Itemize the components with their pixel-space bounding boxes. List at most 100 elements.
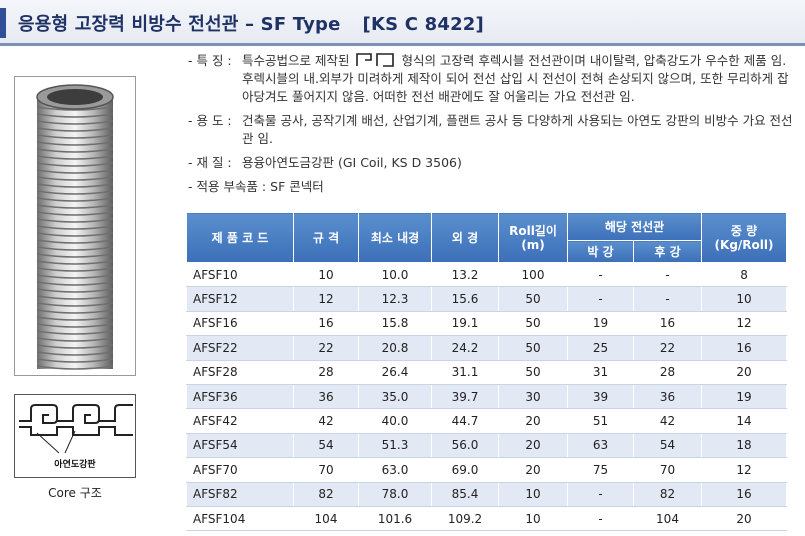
- conduit-rib: [36, 218, 114, 223]
- cell-min-id: 10.0: [358, 262, 432, 288]
- conduit-rib: [36, 106, 114, 111]
- conduit-rib: [36, 365, 114, 370]
- conduit-rib: [36, 225, 114, 230]
- col-roll-length: Roll길이 (m): [498, 212, 568, 263]
- feature-label: - 특 징 :: [188, 53, 232, 68]
- cell-weight: 19: [701, 384, 788, 410]
- cell-product-code: AFSF104: [186, 506, 294, 532]
- conduit-rib: [36, 344, 114, 349]
- cell-product-code: AFSF28: [186, 360, 294, 385]
- spec-table-body: AFSF10 10 10.0 13.2 100- -8 AFSF12 12 12.3 15.6 50…: [186, 262, 788, 532]
- conduit-rib: [36, 267, 114, 272]
- cell-od: 56.0: [431, 433, 499, 459]
- conduit-rib: [36, 288, 114, 293]
- cell-weight: 16: [701, 482, 788, 507]
- conduit-rib: [36, 232, 114, 237]
- conduit-rib: [36, 190, 114, 195]
- cell-weight: 20: [701, 506, 788, 532]
- conduit-rib: [36, 330, 114, 335]
- spec-material: - 재 질 : 용융아연도금강판 (GI Coil, KS D 3506): [188, 154, 793, 172]
- title-bar: 응용형 고장력 비방수 전선관 – SF Type [KS C 8422]: [0, 0, 805, 46]
- cell-thin: 75: [567, 457, 634, 483]
- conduit-rib: [36, 148, 114, 153]
- cell-size: 70: [293, 457, 359, 483]
- conduit-rib: [36, 134, 114, 139]
- cell-size: 22: [293, 335, 359, 361]
- cell-product-code: AFSF82: [186, 482, 294, 507]
- cell-od: 31.1: [431, 360, 499, 385]
- title-accent: [0, 8, 6, 38]
- table-row: AFSF16 16 15.8 19.1 50 19 16 12: [186, 311, 788, 337]
- title-main: 응용형 고장력 비방수 전선관 – SF Type: [18, 14, 341, 35]
- conduit-illustration: [36, 84, 114, 370]
- material-label: - 재 질 :: [188, 155, 232, 170]
- spec-section: - 특 징 : 특수공법으로 제작된 형식의 고장력 후렉시블 전선관이며 내이…: [188, 52, 793, 202]
- cell-weight: 12: [701, 311, 788, 337]
- cell-thick: 54: [632, 433, 703, 459]
- conduit-rib: [36, 253, 114, 258]
- cell-roll-length: 10: [498, 506, 568, 532]
- cell-min-id: 63.0: [358, 457, 432, 483]
- weight-label: 중 량: [730, 223, 758, 238]
- cell-min-id: 51.3: [358, 433, 432, 459]
- conduit-rib: [36, 274, 114, 279]
- table-row: AFSF10 10 10.0 13.2 100- -8: [186, 262, 788, 288]
- cell-thick: -: [632, 262, 703, 288]
- cell-weight: 12: [701, 457, 788, 483]
- table-row: AFSF28 28 26.4 31.1 50 31 28 20: [186, 360, 788, 385]
- conduit-rib: [36, 260, 114, 265]
- col-thick: 후 강: [632, 240, 703, 263]
- fitting-label: - 적용 부속품 :: [188, 179, 267, 194]
- cell-min-id: 12.3: [358, 286, 432, 312]
- table-row: AFSF36 36 35.0 39.7 30 39 36 19: [186, 384, 788, 410]
- cell-thin: -: [567, 286, 634, 312]
- cell-thick: -: [632, 286, 703, 312]
- cell-size: 42: [293, 408, 359, 434]
- cell-thick: 42: [632, 408, 703, 434]
- conduit-rib: [36, 176, 114, 181]
- spec-fitting: - 적용 부속품 : SF 콘넥터: [188, 178, 793, 196]
- col-thin: 박 강: [567, 240, 634, 263]
- cell-product-code: AFSF12: [186, 286, 294, 312]
- cell-od: 39.7: [431, 384, 499, 410]
- cell-roll-length: 50: [498, 311, 568, 337]
- cell-od: 69.0: [431, 457, 499, 483]
- cell-size: 82: [293, 482, 359, 507]
- conduit-rib: [36, 323, 114, 328]
- col-conduit-group: 해당 전선관: [566, 212, 703, 241]
- cell-weight: 14: [701, 408, 788, 434]
- conduit-rib: [36, 295, 114, 300]
- cell-size: 36: [293, 384, 359, 410]
- cell-roll-length: 50: [498, 335, 568, 361]
- cell-size: 12: [293, 286, 359, 312]
- conduit-rib: [36, 113, 114, 118]
- cell-roll-length: 10: [498, 482, 568, 507]
- conduit-rib: [36, 127, 114, 132]
- cell-thin: 63: [567, 433, 634, 459]
- cell-min-id: 35.0: [358, 384, 432, 410]
- cell-size: 10: [293, 262, 359, 288]
- cell-od: 13.2: [431, 262, 499, 288]
- cell-thin: -: [567, 482, 634, 507]
- conduit-rib: [36, 169, 114, 174]
- cell-roll-length: 30: [498, 384, 568, 410]
- cell-product-code: AFSF22: [186, 335, 294, 361]
- cell-od: 15.6: [431, 286, 499, 312]
- conduit-rib: [36, 162, 114, 167]
- cell-weight: 16: [701, 335, 788, 361]
- page-title: 응용형 고장력 비방수 전선관 – SF Type [KS C 8422]: [18, 10, 484, 36]
- core-profile-illustration: 아연도강판: [19, 404, 133, 470]
- cell-min-id: 26.4: [358, 360, 432, 385]
- cell-weight: 8: [701, 262, 788, 288]
- col-weight: 중 량 (Kg/Roll): [701, 212, 788, 263]
- conduit-rib: [36, 316, 114, 321]
- cell-od: 109.2: [431, 506, 499, 532]
- cell-min-id: 20.8: [358, 335, 432, 361]
- conduit-rib: [36, 302, 114, 307]
- table-row: AFSF54 54 51.3 56.0 20 63 54 18: [186, 433, 788, 459]
- core-structure-diagram: 아연도강판: [14, 394, 136, 478]
- cell-roll-length: 20: [498, 457, 568, 483]
- flexible-conduit-photo: [14, 76, 136, 376]
- usage-label: - 용 도 :: [188, 113, 232, 128]
- cell-thin: -: [567, 506, 634, 532]
